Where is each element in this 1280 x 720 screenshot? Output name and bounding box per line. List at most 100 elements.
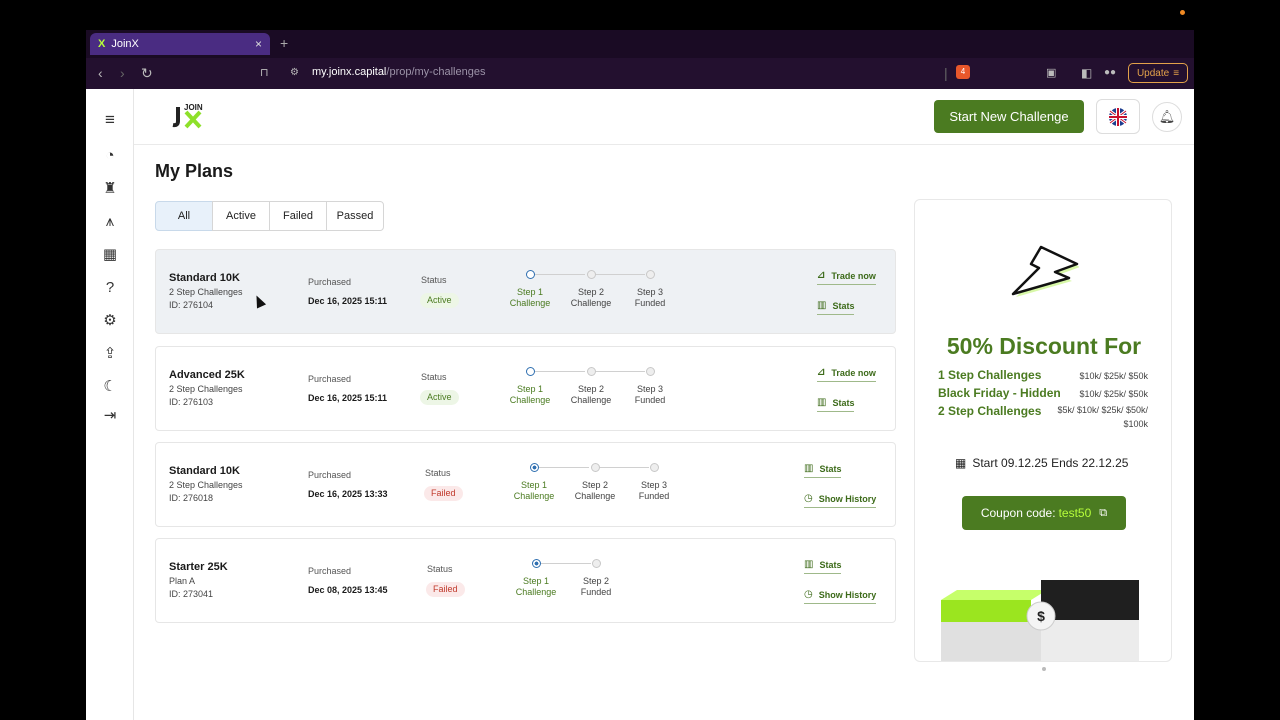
tab-bar: X JoinX × + — [86, 30, 1194, 58]
action-label: Trade now — [831, 367, 876, 378]
leaderboard-icon[interactable]: ⩚ — [105, 213, 115, 230]
trade-now-link[interactable]: ⊿ Trade now — [817, 367, 876, 382]
step-connector — [595, 371, 645, 372]
plan-card[interactable]: Standard 10K 2 Step Challenges ID: 27601… — [155, 442, 896, 527]
app-header: JOIN Start New Challenge — [134, 89, 1194, 145]
stats-link[interactable]: ▥ Stats — [817, 300, 855, 315]
new-tab-button[interactable]: + — [280, 35, 289, 51]
action-label: Stats — [832, 300, 855, 311]
plan-card[interactable]: Standard 10K 2 Step Challenges ID: 27610… — [155, 249, 896, 334]
vpn-icon[interactable]: ●● — [1104, 67, 1117, 78]
dark-mode-moon-icon[interactable]: ☾ — [103, 378, 117, 395]
coupon-code-button[interactable]: Coupon code: test50 ⧉ — [962, 496, 1126, 530]
promo-banner[interactable]: 50% Discount For 1 Step Challenges $10k/… — [914, 199, 1172, 662]
show-history-link[interactable]: ◷ Show History — [804, 493, 877, 508]
step-dot — [645, 270, 655, 279]
step-connector — [599, 467, 649, 468]
browser-tab[interactable]: X JoinX × — [90, 33, 270, 55]
step-subtitle: Challenge — [570, 395, 612, 405]
show-history-link[interactable]: ◷ Show History — [804, 589, 877, 604]
site-settings-icon[interactable]: ⚙ — [290, 67, 299, 78]
purchased-label: Purchased — [308, 374, 352, 384]
trophy-icon[interactable]: ♜ — [103, 180, 117, 197]
step-dot — [591, 559, 601, 568]
help-icon[interactable]: ? — [105, 279, 115, 296]
step-item: Step 1 Challenge — [506, 559, 566, 598]
tab-active[interactable]: Active — [212, 201, 270, 231]
stats-link[interactable]: ▥ Stats — [817, 397, 855, 412]
step-connector — [535, 371, 585, 372]
start-new-challenge-button[interactable]: Start New Challenge — [934, 100, 1084, 133]
calendar-icon: ▦ — [955, 456, 967, 470]
plan-type: 2 Step Challenges — [169, 287, 243, 297]
purchased-date: Dec 16, 2025 15:11 — [308, 296, 388, 306]
hamburger-menu-icon[interactable]: ≡ — [105, 110, 115, 129]
bookmark-icon[interactable]: ⊓ — [260, 67, 269, 79]
logout-icon[interactable]: ⇥ — [103, 407, 117, 424]
sidebar-toggle-icon[interactable]: ◧ — [1081, 66, 1093, 80]
step-item: Step 2 Challenge — [561, 270, 621, 309]
trade-now-link[interactable]: ⊿ Trade now — [817, 270, 876, 285]
update-button[interactable]: Update ≡ — [1128, 63, 1188, 83]
purchased-label: Purchased — [308, 470, 352, 480]
promo-row-values: $10k/ $25k/ $50k — [1079, 371, 1148, 381]
tab-close-icon[interactable]: × — [254, 37, 262, 51]
upload-cloud-icon[interactable]: ⇪ — [103, 345, 117, 362]
back-icon[interactable]: ‹ — [98, 65, 103, 81]
update-label: Update — [1136, 67, 1170, 79]
step-item: Step 3 Funded — [624, 463, 684, 502]
dashboard-pie-icon[interactable]: ◔ — [105, 147, 115, 164]
tab-passed[interactable]: Passed — [326, 201, 384, 231]
status-label: Status — [421, 275, 447, 285]
brave-shield-icon[interactable]: 4 — [956, 65, 970, 79]
settings-gear-icon[interactable]: ⚙ — [103, 312, 117, 329]
calendar-icon[interactable]: ▦ — [102, 246, 118, 263]
notifications-bell-icon[interactable]: 🔔︎ — [1152, 102, 1182, 132]
plan-card[interactable]: Starter 25K Plan A ID: 273041 Purchased … — [155, 538, 896, 623]
plan-card[interactable]: Advanced 25K 2 Step Challenges ID: 27610… — [155, 346, 896, 431]
step-dot — [645, 367, 655, 376]
plan-name: Starter 25K — [169, 561, 228, 573]
step-title: Step 3 — [636, 384, 664, 394]
browser-toolbar: ‹ › ↻ ⊓ ⚙ my.joinx.capital/prop/my-chall… — [86, 58, 1194, 89]
step-dot — [525, 367, 535, 376]
step-item: Step 1 Challenge — [500, 270, 560, 309]
extension-icon[interactable]: ▣ — [1046, 67, 1057, 79]
bar-chart-icon: ▥ — [804, 559, 814, 570]
tab-all[interactable]: All — [155, 201, 213, 231]
stats-link[interactable]: ▥ Stats — [804, 463, 842, 478]
progress-steps: Step 1 Challenge Step 2 Challenge Step 3 Fu… — [500, 367, 680, 417]
history-clock-icon: ◷ — [804, 589, 813, 600]
page-title: My Plans — [155, 161, 234, 181]
step-title: Step 1 — [516, 287, 544, 297]
carousel-indicator[interactable] — [1042, 667, 1046, 671]
status-badge: Active — [420, 390, 459, 405]
url-path: /prop/my-challenges — [386, 66, 486, 78]
promo-dates: ▦ Start 09.12.25 Ends 22.12.25 — [955, 456, 1128, 470]
plan-type: 2 Step Challenges — [169, 384, 243, 394]
step-subtitle: Funded — [634, 395, 666, 405]
history-clock-icon: ◷ — [804, 493, 813, 504]
purchased-label: Purchased — [308, 566, 352, 576]
address-bar[interactable]: my.joinx.capital/prop/my-challenges — [312, 66, 485, 78]
language-button[interactable] — [1096, 99, 1140, 134]
step-title: Step 1 — [522, 576, 550, 586]
step-connector — [539, 467, 589, 468]
tab-title: JoinX — [111, 38, 139, 50]
app-page: ≡ ◔ ♜ ⩚ ▦ ? ⚙ ⇪ ☾ ⇥ JOIN Start New Chall… — [86, 89, 1194, 720]
promo-row-values: $5k/ $10k/ $25k/ $50k/ $100k — [1057, 405, 1148, 429]
step-dot — [590, 463, 600, 472]
stats-link[interactable]: ▥ Stats — [804, 559, 842, 574]
step-item: Step 2 Challenge — [565, 463, 625, 502]
forward-icon[interactable]: › — [120, 65, 125, 81]
reload-icon[interactable]: ↻ — [141, 65, 153, 81]
joinx-logo[interactable]: JOIN — [170, 101, 210, 129]
chart-icon: ⊿ — [817, 270, 826, 281]
plan-id: ID: 276018 — [169, 493, 214, 503]
action-label: Trade now — [831, 270, 876, 281]
step-subtitle: Challenge — [509, 298, 551, 308]
step-dot — [586, 367, 596, 376]
menu-icon: ≡ — [1173, 67, 1180, 79]
tab-failed[interactable]: Failed — [269, 201, 327, 231]
step-title: Step 3 — [636, 287, 664, 297]
